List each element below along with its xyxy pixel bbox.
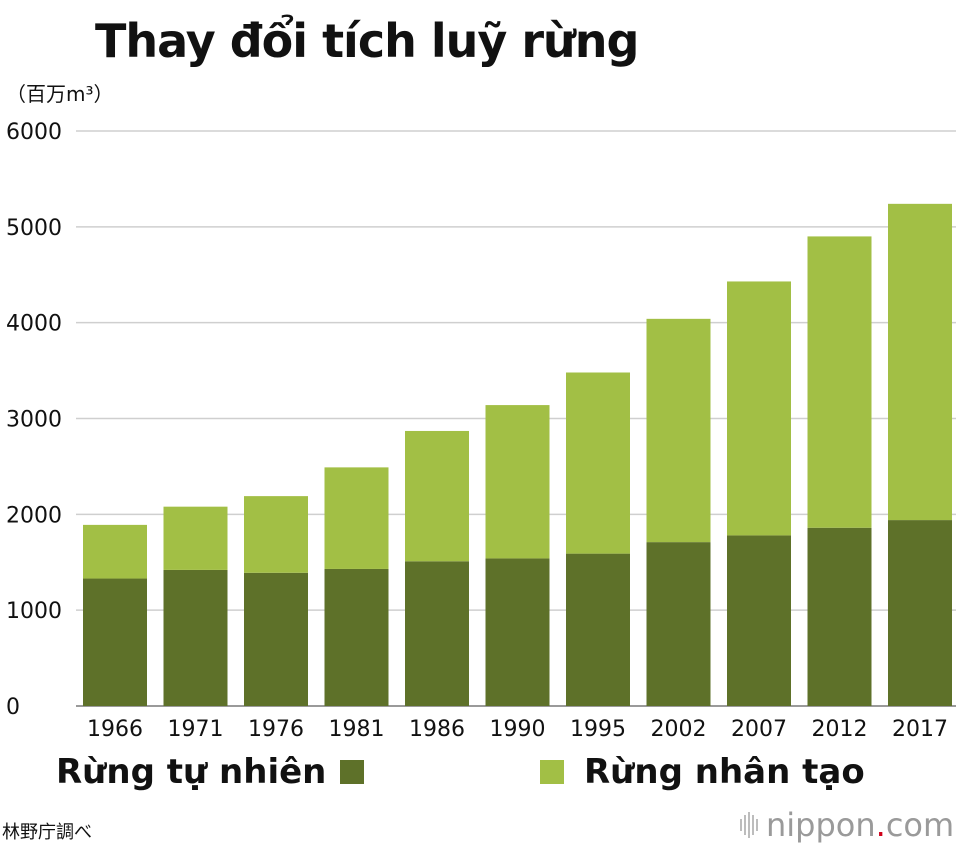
bars xyxy=(83,203,952,706)
bar-natural xyxy=(485,558,550,706)
bar-natural xyxy=(163,569,228,706)
bar-planted xyxy=(566,372,630,554)
x-tick-label: 2017 xyxy=(892,717,948,742)
x-tick-label: 1986 xyxy=(409,717,465,742)
bar-planted xyxy=(807,236,872,528)
source-note: 林野庁調べ xyxy=(2,822,92,843)
y-tick-label: 5000 xyxy=(6,216,62,241)
bar-planted xyxy=(163,506,228,570)
bar-planted xyxy=(405,430,469,562)
nippon-logo: nippon.com xyxy=(740,806,954,844)
bar-planted xyxy=(485,405,550,559)
y-axis-ticks: 0 1000 2000 3000 4000 5000 6000 xyxy=(6,120,62,720)
bar-natural xyxy=(646,542,711,706)
legend-natural: Rừng tự nhiên xyxy=(56,750,326,794)
bar-natural xyxy=(807,527,872,706)
bar-natural xyxy=(566,553,630,706)
legend-swatch-natural xyxy=(340,760,364,784)
x-tick-label: 2007 xyxy=(731,717,787,742)
bar-planted xyxy=(244,496,308,573)
bar-planted xyxy=(646,318,711,543)
bar-natural xyxy=(888,520,952,706)
x-tick-label: 1995 xyxy=(570,717,626,742)
y-tick-label: 4000 xyxy=(6,312,62,337)
x-tick-label: 1971 xyxy=(168,717,224,742)
legend-label-natural: Rừng tự nhiên xyxy=(56,752,327,792)
y-tick-label: 6000 xyxy=(6,120,62,145)
x-tick-label: 1981 xyxy=(329,717,385,742)
bar-planted xyxy=(83,524,147,579)
x-tick-label: 1976 xyxy=(248,717,304,742)
y-tick-label: 0 xyxy=(6,695,20,720)
bar-natural xyxy=(244,572,308,706)
bar-natural xyxy=(324,568,389,706)
y-tick-label: 2000 xyxy=(6,503,62,528)
bar-planted xyxy=(324,467,389,569)
brand-wordmark: nippon.com xyxy=(766,806,955,844)
y-axis-unit-label: （百万m³） xyxy=(6,82,114,106)
bar-planted xyxy=(888,203,952,521)
bar-natural xyxy=(405,561,469,706)
bar-planted xyxy=(727,281,791,536)
x-tick-label: 1990 xyxy=(490,717,546,742)
bar-natural xyxy=(83,578,147,706)
legend-label-planted: Rừng nhân tạo xyxy=(584,752,865,792)
x-tick-label: 2002 xyxy=(651,717,707,742)
x-tick-label: 2012 xyxy=(812,717,868,742)
bar-natural xyxy=(727,535,791,706)
legend-planted: Rừng nhân tạo xyxy=(584,750,865,794)
y-tick-label: 1000 xyxy=(6,599,62,624)
legend-swatch-planted xyxy=(540,760,564,784)
chart-title: Thay đổi tích luỹ rừng xyxy=(95,14,639,68)
sound-bars-icon xyxy=(740,812,758,838)
y-tick-label: 3000 xyxy=(6,408,62,433)
x-axis-ticks: 1966 1971 1976 1981 1986 1990 1995 2002 2007 2012… xyxy=(87,717,948,742)
x-tick-label: 1966 xyxy=(87,717,143,742)
